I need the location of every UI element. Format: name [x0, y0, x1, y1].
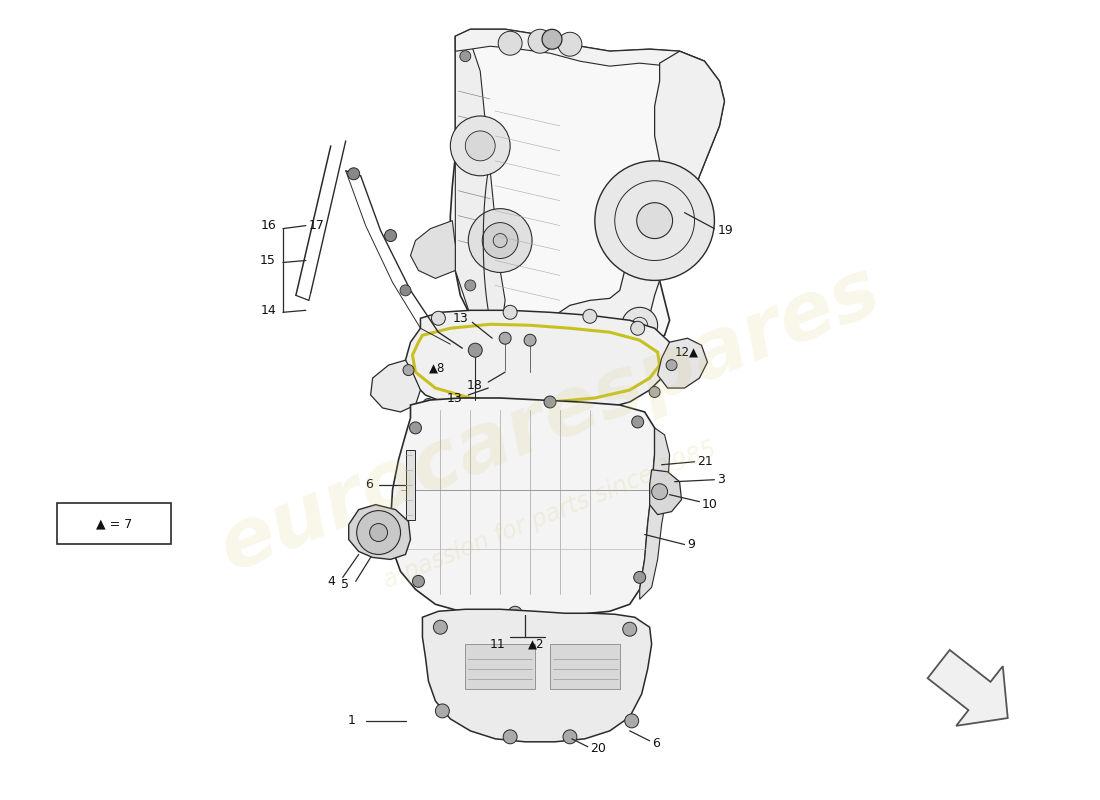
Circle shape [469, 343, 482, 357]
Bar [57, 502, 172, 545]
Circle shape [637, 202, 672, 238]
Text: 17: 17 [309, 219, 324, 232]
Circle shape [356, 510, 400, 554]
Text: 3: 3 [717, 474, 725, 486]
Circle shape [625, 714, 639, 728]
Polygon shape [640, 428, 670, 599]
Circle shape [621, 307, 658, 343]
Text: 15: 15 [260, 254, 276, 267]
Circle shape [649, 333, 660, 344]
Circle shape [508, 606, 522, 620]
Circle shape [460, 50, 471, 62]
Text: 9: 9 [688, 538, 695, 551]
Circle shape [528, 30, 552, 54]
Circle shape [503, 306, 517, 319]
Text: 16: 16 [261, 219, 276, 232]
Circle shape [595, 161, 714, 281]
Polygon shape [410, 221, 455, 278]
Text: 12▲: 12▲ [674, 346, 698, 358]
Text: 14: 14 [261, 304, 276, 317]
Circle shape [542, 30, 562, 50]
Circle shape [370, 523, 387, 542]
Polygon shape [406, 310, 672, 416]
Text: ▲ = 7: ▲ = 7 [97, 517, 133, 530]
Circle shape [465, 131, 495, 161]
Polygon shape [390, 398, 654, 615]
Circle shape [422, 398, 433, 410]
Circle shape [403, 365, 414, 375]
Circle shape [503, 730, 517, 744]
Text: 10: 10 [702, 498, 717, 511]
Text: 6: 6 [651, 738, 660, 750]
Text: 13: 13 [452, 312, 469, 325]
Circle shape [431, 311, 446, 326]
Text: eurocarespares: eurocarespares [208, 252, 892, 588]
Circle shape [469, 209, 532, 273]
Circle shape [436, 704, 450, 718]
Circle shape [631, 416, 644, 428]
Circle shape [600, 337, 610, 348]
Circle shape [433, 620, 448, 634]
Circle shape [667, 360, 678, 370]
Text: 21: 21 [697, 455, 713, 468]
Polygon shape [455, 30, 704, 73]
Circle shape [499, 332, 512, 344]
Text: 13: 13 [447, 391, 462, 405]
Polygon shape [422, 610, 651, 742]
Circle shape [651, 484, 668, 500]
Circle shape [348, 168, 360, 180]
Polygon shape [371, 360, 420, 412]
Circle shape [524, 334, 536, 346]
Circle shape [623, 622, 637, 636]
Circle shape [544, 396, 556, 408]
Circle shape [634, 571, 646, 583]
Circle shape [482, 222, 518, 258]
Text: 5: 5 [341, 578, 349, 591]
Text: 20: 20 [590, 742, 606, 755]
Polygon shape [650, 470, 682, 514]
Circle shape [563, 730, 576, 744]
Circle shape [465, 280, 476, 291]
Text: 4: 4 [328, 575, 336, 588]
Text: a passion for parts since 1985: a passion for parts since 1985 [381, 437, 719, 593]
Circle shape [649, 386, 660, 398]
Text: 1: 1 [348, 714, 355, 727]
Circle shape [450, 116, 510, 176]
Polygon shape [550, 644, 619, 689]
Text: ▲2: ▲2 [528, 638, 544, 650]
Circle shape [409, 422, 421, 434]
Circle shape [412, 575, 425, 587]
Polygon shape [450, 30, 725, 352]
Circle shape [498, 31, 522, 55]
Polygon shape [465, 644, 535, 689]
Text: 18: 18 [466, 378, 482, 391]
Polygon shape [349, 505, 410, 559]
Text: 6: 6 [365, 478, 373, 491]
Text: ▲8: ▲8 [429, 362, 446, 374]
Circle shape [630, 322, 645, 335]
Polygon shape [658, 338, 707, 388]
Circle shape [558, 32, 582, 56]
Circle shape [499, 322, 510, 334]
Circle shape [583, 310, 597, 323]
Circle shape [493, 234, 507, 247]
Circle shape [385, 230, 396, 242]
Polygon shape [550, 51, 725, 345]
Polygon shape [927, 650, 1008, 726]
Polygon shape [455, 36, 505, 335]
Text: 11: 11 [490, 638, 505, 650]
Text: 19: 19 [717, 224, 734, 237]
Polygon shape [406, 450, 416, 519]
Circle shape [400, 285, 411, 296]
